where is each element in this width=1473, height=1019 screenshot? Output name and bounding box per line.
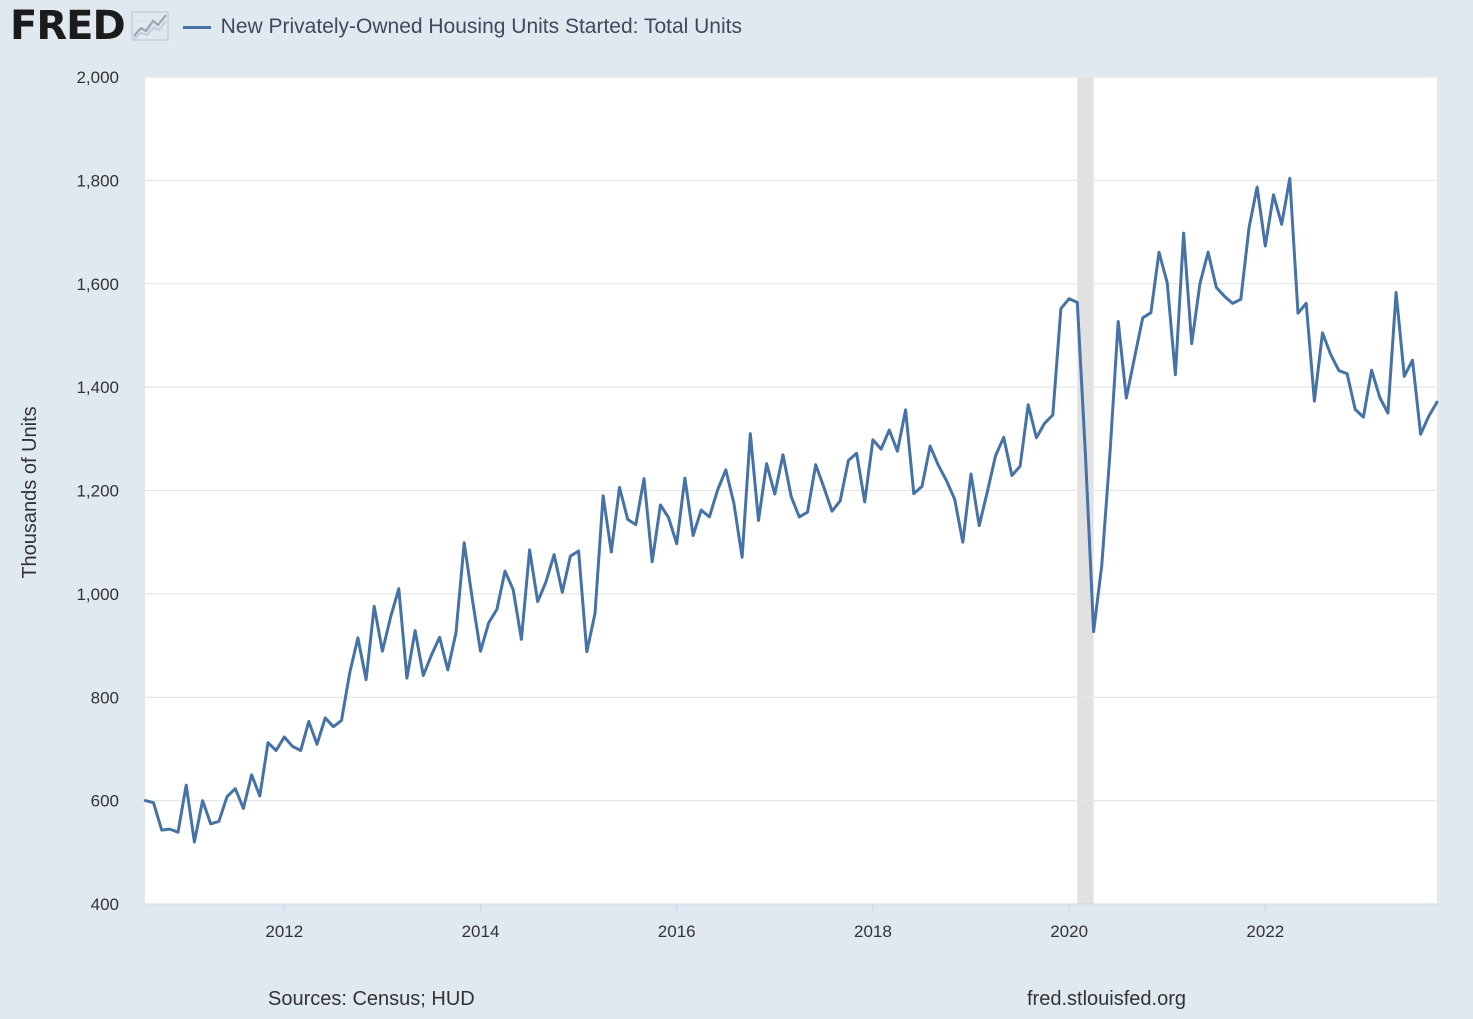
fred-logo[interactable]: FRED — [10, 3, 126, 49]
source-note: Sources: Census; HUD — [268, 988, 475, 1010]
y-tick-label: 400 — [91, 895, 119, 914]
grid-layer — [145, 76, 1437, 802]
y-axis: 400 600 800 1,000 1,200 1,400 1,600 1,800 2,000 — [76, 68, 119, 914]
legend-label[interactable]: New Privately-Owned Housing Units Starte… — [220, 15, 742, 38]
source-url[interactable]: fred.stlouisfed.org — [1027, 988, 1186, 1010]
fred-logo-graph-icon — [131, 11, 169, 46]
legend-swatch — [182, 25, 211, 29]
y-tick-label: 1,600 — [76, 275, 119, 294]
x-axis: 2012 2014 2016 2018 2020 2022 — [145, 903, 1437, 941]
y-tick-label: 600 — [91, 792, 119, 811]
x-tick-label: 2018 — [854, 922, 892, 941]
series-layer — [143, 176, 1439, 844]
x-tick-label: 2014 — [462, 922, 500, 941]
series-line[interactable] — [143, 176, 1439, 844]
x-tick-label: 2012 — [265, 922, 303, 941]
y-tick-label: 800 — [91, 688, 119, 707]
y-tick-label: 1,000 — [76, 585, 119, 604]
x-tick-label: 2020 — [1050, 922, 1088, 941]
y-tick-label: 1,200 — [76, 482, 119, 501]
legend[interactable]: New Privately-Owned Housing Units Starte… — [182, 15, 742, 39]
y-tick-label: 1,400 — [76, 378, 119, 397]
chart-header: FRED New Privately-Owned Housing Units S… — [10, 6, 742, 46]
y-tick-label: 1,800 — [76, 171, 119, 190]
x-tick-label: 2016 — [658, 922, 696, 941]
x-tick-label: 2022 — [1246, 922, 1284, 941]
y-axis-title: Thousands of Units — [19, 406, 41, 578]
y-tick-label: 2,000 — [76, 68, 119, 87]
